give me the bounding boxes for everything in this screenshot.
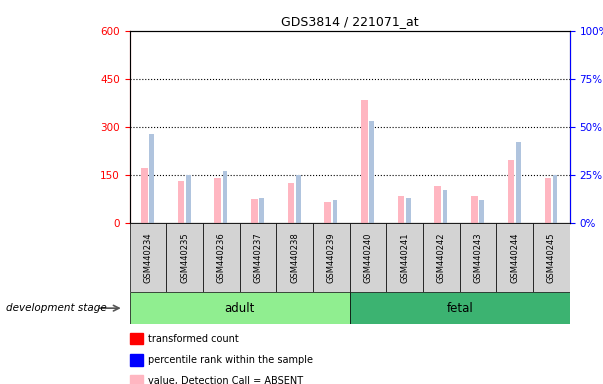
- Bar: [553, 175, 557, 223]
- Bar: [350, 292, 570, 324]
- Bar: [496, 223, 533, 292]
- Bar: [130, 223, 166, 292]
- Bar: [443, 190, 447, 223]
- Bar: [251, 199, 257, 223]
- Text: percentile rank within the sample: percentile rank within the sample: [148, 355, 313, 365]
- Bar: [186, 175, 191, 223]
- Bar: [166, 223, 203, 292]
- Text: GSM440234: GSM440234: [144, 232, 153, 283]
- Text: GSM440244: GSM440244: [510, 232, 519, 283]
- Text: GSM440236: GSM440236: [217, 232, 226, 283]
- Text: transformed count: transformed count: [148, 334, 238, 344]
- Bar: [516, 142, 521, 223]
- Bar: [324, 202, 331, 223]
- Bar: [471, 195, 478, 223]
- Bar: [361, 99, 368, 223]
- Bar: [150, 134, 154, 223]
- Text: adult: adult: [224, 302, 255, 314]
- Text: GSM440239: GSM440239: [327, 232, 336, 283]
- Bar: [333, 200, 337, 223]
- Bar: [203, 223, 240, 292]
- Bar: [130, 292, 350, 324]
- Bar: [296, 175, 301, 223]
- Bar: [398, 195, 405, 223]
- Bar: [533, 223, 570, 292]
- Bar: [259, 198, 264, 223]
- Text: fetal: fetal: [446, 302, 473, 314]
- Bar: [223, 171, 227, 223]
- Bar: [313, 223, 350, 292]
- Bar: [479, 200, 484, 223]
- Text: GSM440242: GSM440242: [437, 232, 446, 283]
- Bar: [350, 223, 387, 292]
- Text: GSM440241: GSM440241: [400, 232, 409, 283]
- Text: GSM440235: GSM440235: [180, 232, 189, 283]
- Text: value, Detection Call = ABSENT: value, Detection Call = ABSENT: [148, 376, 303, 384]
- Text: GSM440237: GSM440237: [253, 232, 262, 283]
- Text: development stage: development stage: [6, 303, 107, 313]
- Text: GSM440240: GSM440240: [364, 232, 373, 283]
- Bar: [240, 223, 276, 292]
- Bar: [508, 161, 514, 223]
- Bar: [141, 168, 148, 223]
- Bar: [276, 223, 313, 292]
- Bar: [423, 223, 459, 292]
- Text: GSM440245: GSM440245: [547, 232, 556, 283]
- Bar: [288, 183, 294, 223]
- Bar: [215, 178, 221, 223]
- Bar: [370, 121, 374, 223]
- Text: GSM440243: GSM440243: [473, 232, 482, 283]
- Bar: [406, 198, 411, 223]
- Text: GSM440238: GSM440238: [290, 232, 299, 283]
- Bar: [545, 178, 551, 223]
- Bar: [435, 186, 441, 223]
- Bar: [459, 223, 496, 292]
- Title: GDS3814 / 221071_at: GDS3814 / 221071_at: [281, 15, 418, 28]
- Bar: [387, 223, 423, 292]
- Bar: [178, 181, 185, 223]
